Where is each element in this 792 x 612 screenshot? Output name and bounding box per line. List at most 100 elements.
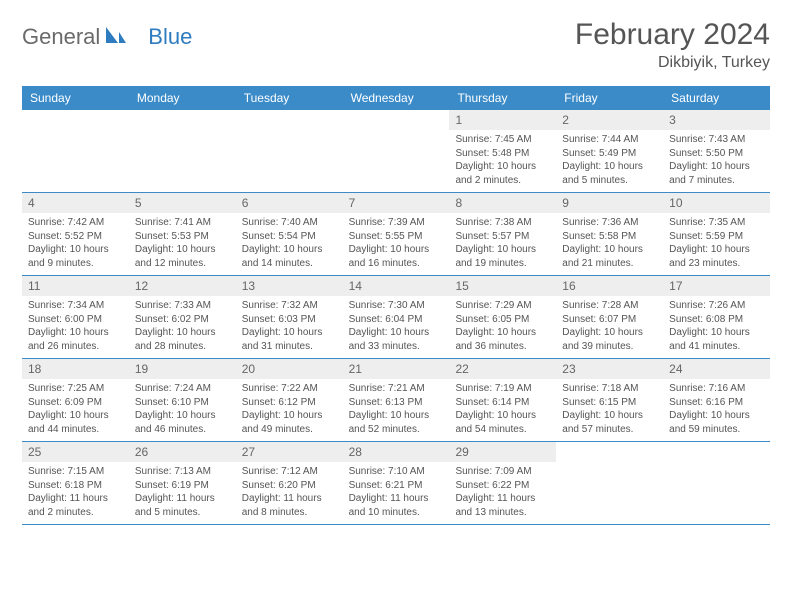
weekday-header-cell: Monday — [129, 86, 236, 110]
day-cell: 6Sunrise: 7:40 AMSunset: 5:54 PMDaylight… — [236, 193, 343, 275]
day-number: 20 — [236, 359, 343, 379]
sunrise-line: Sunrise: 7:38 AM — [455, 217, 531, 228]
day-cell: 5Sunrise: 7:41 AMSunset: 5:53 PMDaylight… — [129, 193, 236, 275]
weekday-header-cell: Friday — [556, 86, 663, 110]
sunrise-line: Sunrise: 7:44 AM — [562, 134, 638, 145]
sunset-line: Sunset: 6:03 PM — [242, 314, 316, 325]
day-number: 21 — [343, 359, 450, 379]
day-info: Sunrise: 7:32 AMSunset: 6:03 PMDaylight:… — [236, 296, 343, 358]
day-cell: 22Sunrise: 7:19 AMSunset: 6:14 PMDayligh… — [449, 359, 556, 441]
day-cell: 29Sunrise: 7:09 AMSunset: 6:22 PMDayligh… — [449, 442, 556, 524]
day-number: 12 — [129, 276, 236, 296]
sunrise-line: Sunrise: 7:24 AM — [135, 383, 211, 394]
day-cell: 10Sunrise: 7:35 AMSunset: 5:59 PMDayligh… — [663, 193, 770, 275]
day-info: Sunrise: 7:22 AMSunset: 6:12 PMDaylight:… — [236, 379, 343, 441]
day-number: 22 — [449, 359, 556, 379]
day-cell: 18Sunrise: 7:25 AMSunset: 6:09 PMDayligh… — [22, 359, 129, 441]
day-info: Sunrise: 7:13 AMSunset: 6:19 PMDaylight:… — [129, 462, 236, 524]
day-number: 29 — [449, 442, 556, 462]
weeks-container: 1Sunrise: 7:45 AMSunset: 5:48 PMDaylight… — [22, 110, 770, 525]
day-cell — [343, 110, 450, 192]
week-row: 4Sunrise: 7:42 AMSunset: 5:52 PMDaylight… — [22, 193, 770, 276]
day-number: 23 — [556, 359, 663, 379]
brand-sail-icon — [104, 25, 126, 50]
day-info: Sunrise: 7:26 AMSunset: 6:08 PMDaylight:… — [663, 296, 770, 358]
week-row: 25Sunrise: 7:15 AMSunset: 6:18 PMDayligh… — [22, 442, 770, 525]
daylight-line: Daylight: 10 hours and 39 minutes. — [562, 327, 643, 352]
day-number: 26 — [129, 442, 236, 462]
day-cell — [22, 110, 129, 192]
day-number: 11 — [22, 276, 129, 296]
day-info: Sunrise: 7:40 AMSunset: 5:54 PMDaylight:… — [236, 213, 343, 275]
day-cell: 24Sunrise: 7:16 AMSunset: 6:16 PMDayligh… — [663, 359, 770, 441]
day-number: 8 — [449, 193, 556, 213]
sunrise-line: Sunrise: 7:35 AM — [669, 217, 745, 228]
daylight-line: Daylight: 10 hours and 28 minutes. — [135, 327, 216, 352]
daylight-line: Daylight: 10 hours and 59 minutes. — [669, 410, 750, 435]
day-info: Sunrise: 7:18 AMSunset: 6:15 PMDaylight:… — [556, 379, 663, 441]
sunset-line: Sunset: 5:49 PM — [562, 148, 636, 159]
daylight-line: Daylight: 11 hours and 10 minutes. — [349, 493, 429, 518]
daylight-line: Daylight: 10 hours and 46 minutes. — [135, 410, 216, 435]
day-number: 17 — [663, 276, 770, 296]
sunrise-line: Sunrise: 7:10 AM — [349, 466, 425, 477]
day-info: Sunrise: 7:35 AMSunset: 5:59 PMDaylight:… — [663, 213, 770, 275]
sunrise-line: Sunrise: 7:16 AM — [669, 383, 745, 394]
day-info: Sunrise: 7:19 AMSunset: 6:14 PMDaylight:… — [449, 379, 556, 441]
daylight-line: Daylight: 10 hours and 16 minutes. — [349, 244, 430, 269]
day-cell: 25Sunrise: 7:15 AMSunset: 6:18 PMDayligh… — [22, 442, 129, 524]
day-number: 4 — [22, 193, 129, 213]
day-cell: 1Sunrise: 7:45 AMSunset: 5:48 PMDaylight… — [449, 110, 556, 192]
day-info: Sunrise: 7:39 AMSunset: 5:55 PMDaylight:… — [343, 213, 450, 275]
daylight-line: Daylight: 10 hours and 26 minutes. — [28, 327, 109, 352]
sunset-line: Sunset: 6:09 PM — [28, 397, 102, 408]
sunset-line: Sunset: 6:13 PM — [349, 397, 423, 408]
brand-word2: Blue — [148, 24, 192, 50]
day-number: 9 — [556, 193, 663, 213]
day-info: Sunrise: 7:09 AMSunset: 6:22 PMDaylight:… — [449, 462, 556, 524]
day-info: Sunrise: 7:15 AMSunset: 6:18 PMDaylight:… — [22, 462, 129, 524]
day-cell: 4Sunrise: 7:42 AMSunset: 5:52 PMDaylight… — [22, 193, 129, 275]
sunset-line: Sunset: 6:21 PM — [349, 480, 423, 491]
day-cell — [129, 110, 236, 192]
day-cell: 28Sunrise: 7:10 AMSunset: 6:21 PMDayligh… — [343, 442, 450, 524]
sunset-line: Sunset: 6:18 PM — [28, 480, 102, 491]
daylight-line: Daylight: 10 hours and 14 minutes. — [242, 244, 323, 269]
sunrise-line: Sunrise: 7:30 AM — [349, 300, 425, 311]
sunset-line: Sunset: 6:12 PM — [242, 397, 316, 408]
day-info: Sunrise: 7:12 AMSunset: 6:20 PMDaylight:… — [236, 462, 343, 524]
sunset-line: Sunset: 6:15 PM — [562, 397, 636, 408]
weekday-header-cell: Saturday — [663, 86, 770, 110]
sunset-line: Sunset: 5:55 PM — [349, 231, 423, 242]
day-cell: 2Sunrise: 7:44 AMSunset: 5:49 PMDaylight… — [556, 110, 663, 192]
day-number: 13 — [236, 276, 343, 296]
day-number: 14 — [343, 276, 450, 296]
day-info: Sunrise: 7:33 AMSunset: 6:02 PMDaylight:… — [129, 296, 236, 358]
sunrise-line: Sunrise: 7:45 AM — [455, 134, 531, 145]
day-number: 16 — [556, 276, 663, 296]
day-cell: 16Sunrise: 7:28 AMSunset: 6:07 PMDayligh… — [556, 276, 663, 358]
daylight-line: Daylight: 11 hours and 13 minutes. — [455, 493, 535, 518]
day-info: Sunrise: 7:21 AMSunset: 6:13 PMDaylight:… — [343, 379, 450, 441]
day-cell: 15Sunrise: 7:29 AMSunset: 6:05 PMDayligh… — [449, 276, 556, 358]
sunset-line: Sunset: 5:50 PM — [669, 148, 743, 159]
sunset-line: Sunset: 5:53 PM — [135, 231, 209, 242]
sunset-line: Sunset: 5:57 PM — [455, 231, 529, 242]
day-cell: 21Sunrise: 7:21 AMSunset: 6:13 PMDayligh… — [343, 359, 450, 441]
sunset-line: Sunset: 6:05 PM — [455, 314, 529, 325]
day-cell: 9Sunrise: 7:36 AMSunset: 5:58 PMDaylight… — [556, 193, 663, 275]
sunrise-line: Sunrise: 7:22 AM — [242, 383, 318, 394]
day-cell: 7Sunrise: 7:39 AMSunset: 5:55 PMDaylight… — [343, 193, 450, 275]
day-info: Sunrise: 7:45 AMSunset: 5:48 PMDaylight:… — [449, 130, 556, 192]
sunset-line: Sunset: 6:04 PM — [349, 314, 423, 325]
daylight-line: Daylight: 10 hours and 36 minutes. — [455, 327, 536, 352]
sunrise-line: Sunrise: 7:41 AM — [135, 217, 211, 228]
sunrise-line: Sunrise: 7:13 AM — [135, 466, 211, 477]
daylight-line: Daylight: 10 hours and 52 minutes. — [349, 410, 430, 435]
sunrise-line: Sunrise: 7:42 AM — [28, 217, 104, 228]
sunrise-line: Sunrise: 7:40 AM — [242, 217, 318, 228]
sunrise-line: Sunrise: 7:15 AM — [28, 466, 104, 477]
sunrise-line: Sunrise: 7:18 AM — [562, 383, 638, 394]
day-info: Sunrise: 7:28 AMSunset: 6:07 PMDaylight:… — [556, 296, 663, 358]
daylight-line: Daylight: 10 hours and 7 minutes. — [669, 161, 750, 186]
